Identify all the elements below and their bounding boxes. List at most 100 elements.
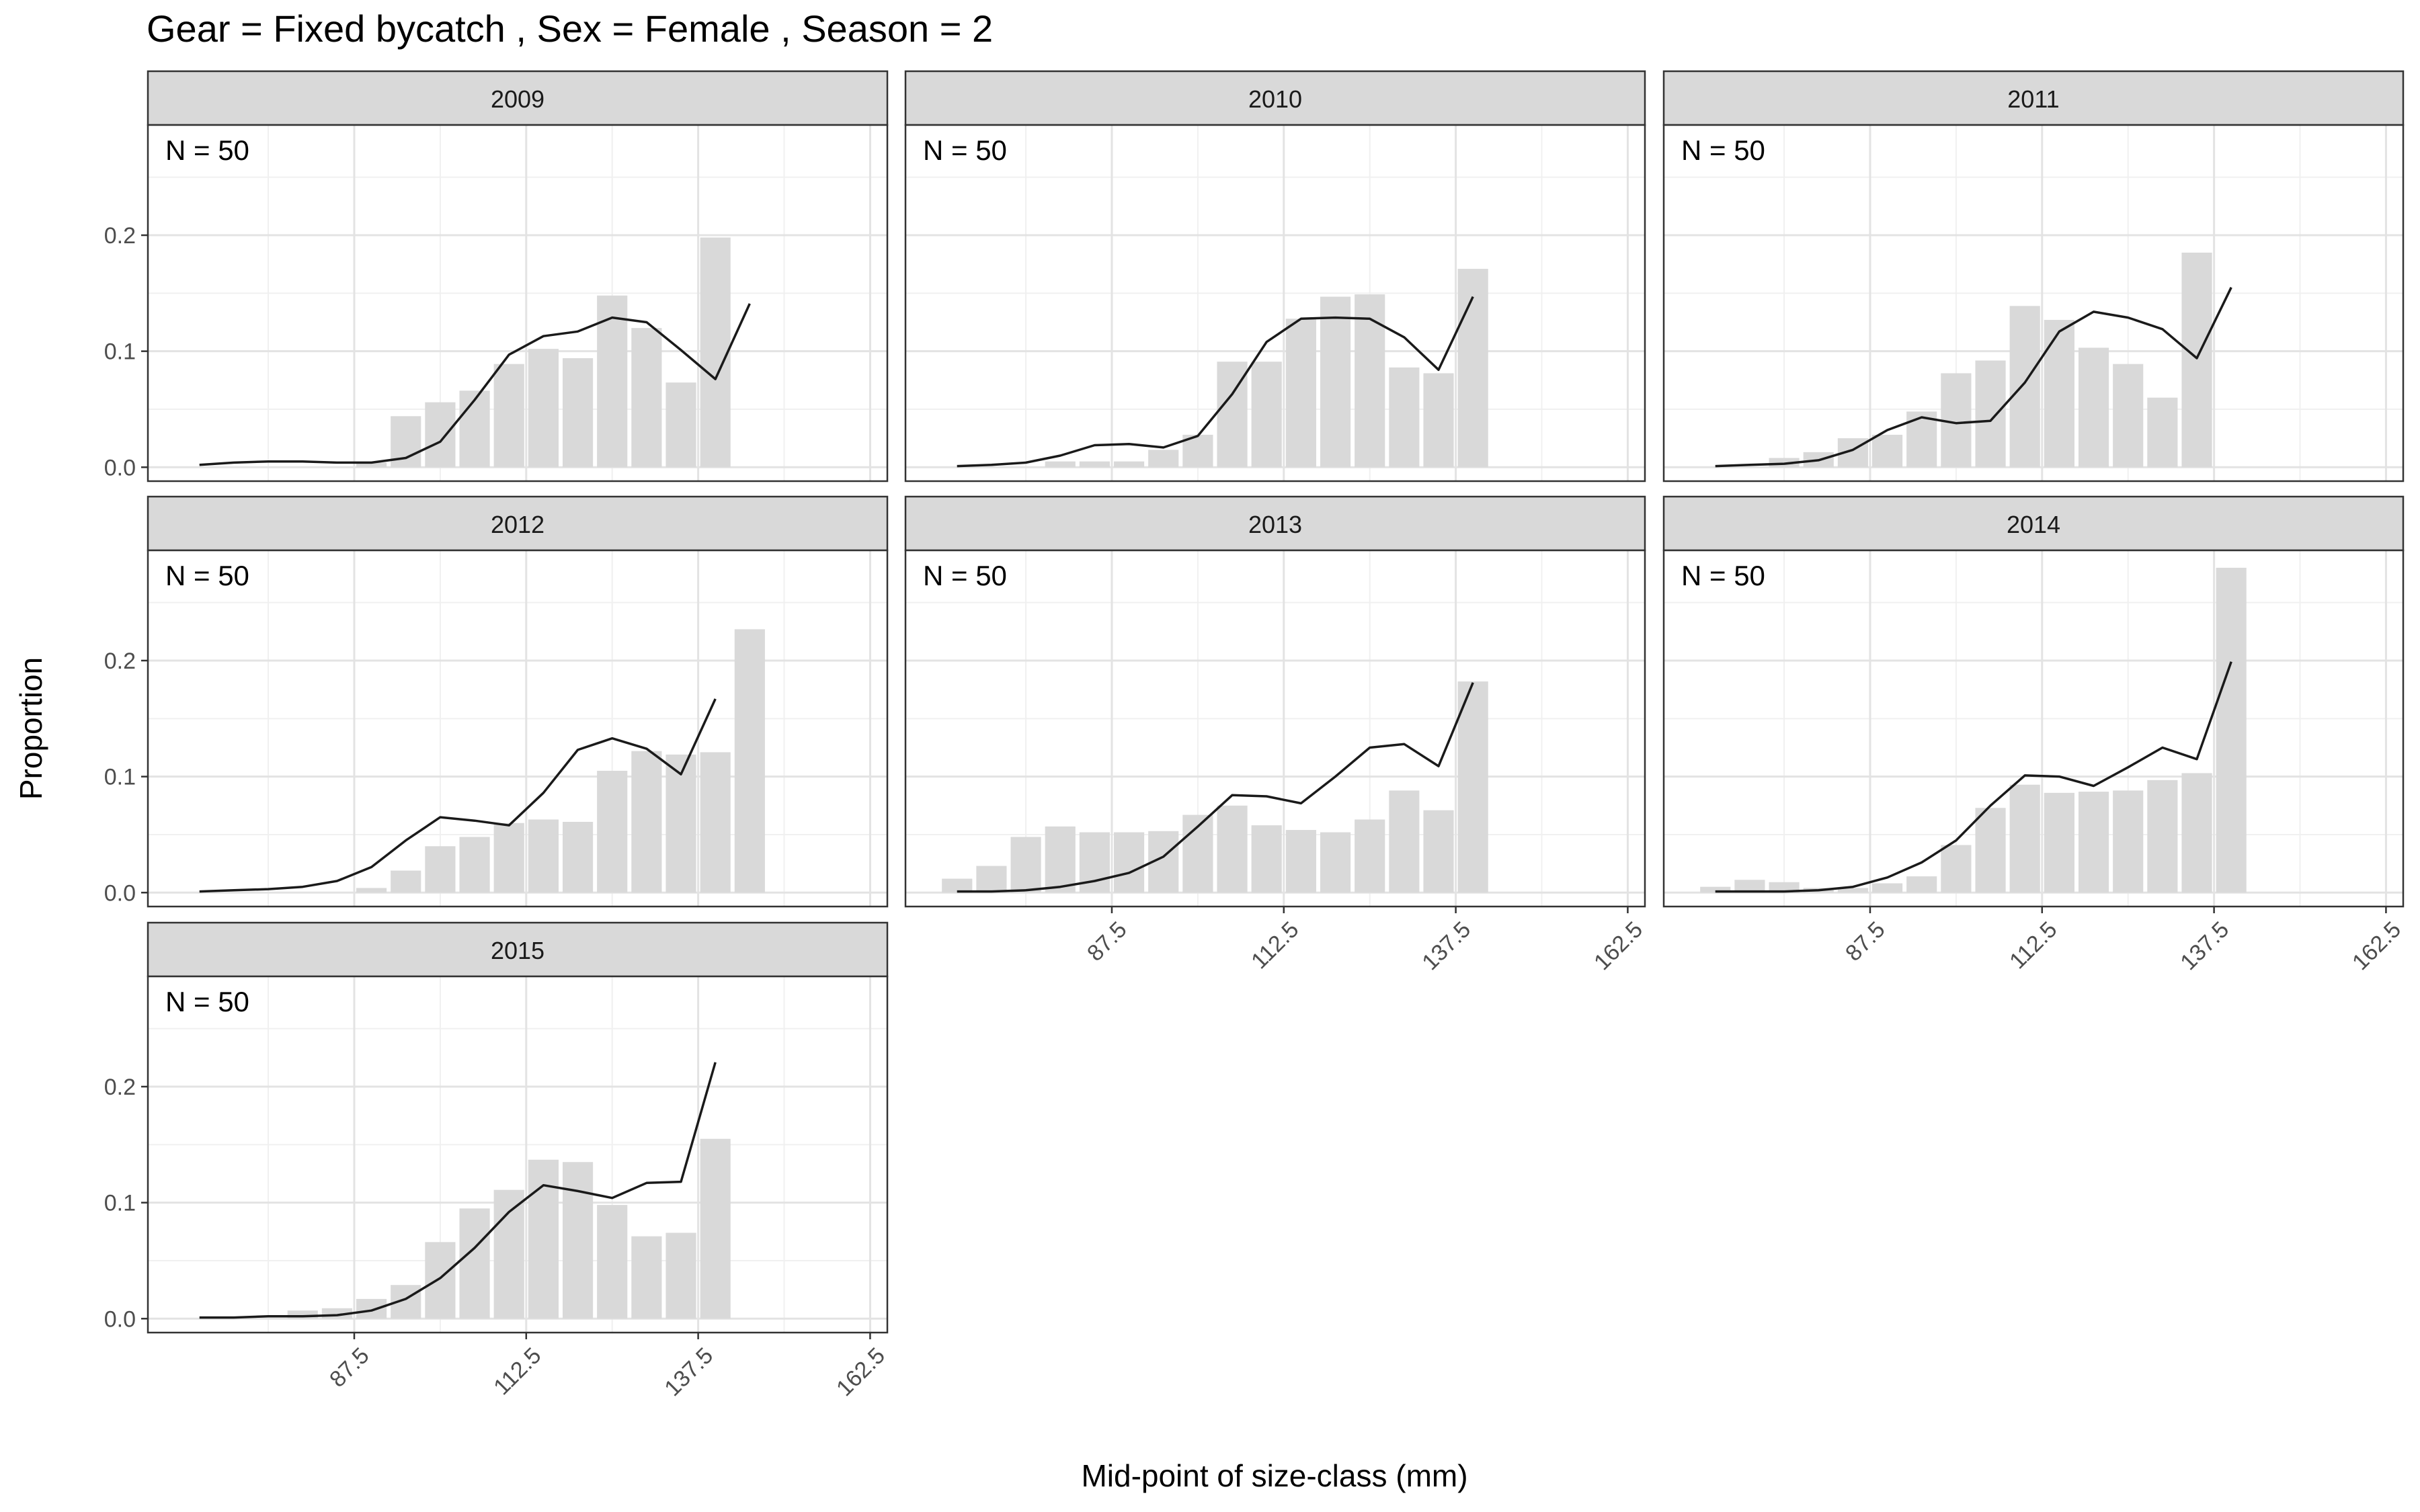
sample-size-label: N = 50 bbox=[165, 134, 249, 166]
observed-bar bbox=[1285, 319, 1316, 468]
observed-bar bbox=[356, 888, 387, 893]
observed-bar bbox=[666, 754, 696, 893]
x-tick-label: 137.5 bbox=[659, 1343, 718, 1401]
panel-border bbox=[147, 975, 889, 1334]
panel-2009: 2009 N = 50 0.0 0.1 0.2 bbox=[104, 70, 889, 482]
facet-strip bbox=[147, 495, 889, 552]
observed-bar bbox=[2147, 397, 2178, 468]
panel-2015: 2015 N = 50 0.0 0.1 0.2 87.5 112.5 137.5 162.5 bbox=[104, 921, 890, 1401]
panel-border bbox=[147, 124, 889, 482]
observed-bar bbox=[1355, 294, 1385, 468]
facet-strip-label: 2014 bbox=[2007, 511, 2060, 538]
observed-bar bbox=[666, 382, 696, 468]
sample-size-label: N = 50 bbox=[165, 986, 249, 1017]
observed-bar bbox=[2078, 347, 2109, 468]
observed-bar bbox=[2181, 773, 2212, 893]
panel-2013: 2013 N = 50 87.5 112.5 137.5 162.5 bbox=[904, 495, 1648, 975]
x-tick-label: 137.5 bbox=[2175, 917, 2234, 975]
expected-line bbox=[1715, 286, 2232, 468]
observed-bar bbox=[2113, 364, 2144, 468]
observed-bar bbox=[493, 823, 524, 893]
chart-title: Gear = Fixed bycatch , Sex = Female , Se… bbox=[147, 7, 993, 50]
observed-bar bbox=[493, 364, 524, 468]
panel-2012: 2012 N = 50 0.0 0.1 0.2 bbox=[104, 495, 889, 908]
observed-bar bbox=[528, 819, 559, 893]
observed-bar bbox=[1457, 269, 1488, 468]
facet-strip bbox=[147, 70, 889, 126]
observed-bar bbox=[1423, 810, 1454, 893]
observed-bar bbox=[1975, 360, 2006, 468]
y-axis-label: Proportion bbox=[13, 657, 48, 800]
sample-size-label: N = 50 bbox=[923, 134, 1007, 166]
observed-bar bbox=[1113, 832, 1145, 893]
y-tick-label: 0.0 bbox=[104, 880, 136, 906]
x-tick-label: 87.5 bbox=[1082, 917, 1132, 966]
observed-bar bbox=[1389, 790, 1420, 893]
observed-bar bbox=[631, 751, 662, 893]
facet-strip-label: 2015 bbox=[491, 937, 544, 964]
panel-border bbox=[1662, 549, 2405, 908]
observed-bar bbox=[1871, 434, 1903, 468]
observed-bar bbox=[597, 1205, 628, 1319]
observed-bar bbox=[2216, 567, 2247, 893]
observed-bar bbox=[425, 402, 456, 468]
facet-strip bbox=[904, 70, 1646, 126]
observed-bar bbox=[631, 328, 662, 468]
observed-bar bbox=[1148, 450, 1179, 468]
facet-strip-label: 2010 bbox=[1248, 85, 1302, 113]
observed-bar bbox=[700, 1138, 731, 1319]
observed-bar bbox=[1769, 882, 1800, 893]
x-tick-label: 112.5 bbox=[2005, 917, 2062, 974]
observed-bar bbox=[1457, 681, 1488, 893]
y-tick-label: 0.2 bbox=[104, 223, 136, 249]
sample-size-label: N = 50 bbox=[1681, 134, 1765, 166]
observed-bar bbox=[1355, 819, 1385, 893]
y-tick-label: 0.1 bbox=[104, 765, 136, 790]
sample-size-label: N = 50 bbox=[923, 560, 1007, 591]
y-tick-label: 0.2 bbox=[104, 1075, 136, 1100]
facet-strip bbox=[904, 495, 1646, 552]
panel-2010: 2010 N = 50 bbox=[904, 70, 1646, 482]
observed-bar bbox=[1320, 832, 1351, 893]
x-tick-label: 162.5 bbox=[2347, 917, 2406, 975]
facet-strip-label: 2012 bbox=[491, 511, 544, 538]
observed-bar bbox=[1045, 826, 1076, 893]
y-tick-label: 0.2 bbox=[104, 648, 136, 674]
observed-bar bbox=[2078, 792, 2109, 893]
x-tick-label: 162.5 bbox=[1589, 917, 1648, 975]
observed-bar bbox=[459, 837, 490, 893]
observed-bar bbox=[1285, 830, 1316, 893]
observed-bar bbox=[2113, 790, 2144, 893]
observed-bar bbox=[976, 866, 1007, 893]
observed-bar bbox=[1320, 296, 1351, 468]
observed-bar bbox=[1079, 461, 1110, 468]
observed-bar bbox=[562, 1162, 594, 1319]
facet-strip bbox=[1662, 495, 2405, 552]
x-tick-label: 162.5 bbox=[832, 1343, 890, 1401]
observed-bar bbox=[1423, 373, 1454, 468]
x-tick-label: 112.5 bbox=[489, 1343, 546, 1400]
observed-bar bbox=[734, 629, 765, 893]
observed-bar bbox=[356, 1298, 387, 1319]
observed-bar bbox=[1113, 461, 1145, 468]
expected-line bbox=[1715, 661, 2232, 893]
facet-strip bbox=[147, 921, 889, 978]
expected-line bbox=[199, 303, 751, 466]
y-tick-label: 0.1 bbox=[104, 339, 136, 365]
observed-bar bbox=[2044, 792, 2074, 893]
expected-line bbox=[957, 296, 1474, 468]
observed-bar bbox=[1871, 883, 1903, 893]
facet-strip-label: 2013 bbox=[1248, 511, 1302, 538]
observed-bar bbox=[528, 349, 559, 468]
observed-bar bbox=[2009, 306, 2040, 468]
sample-size-label: N = 50 bbox=[1681, 560, 1765, 591]
facet-strip-label: 2011 bbox=[2007, 85, 2059, 113]
observed-bar bbox=[1906, 876, 1937, 893]
observed-bar bbox=[700, 752, 731, 893]
observed-bar bbox=[1941, 845, 1972, 893]
panel-border bbox=[147, 549, 889, 908]
observed-bar bbox=[356, 462, 387, 468]
observed-bar bbox=[2009, 784, 2040, 893]
